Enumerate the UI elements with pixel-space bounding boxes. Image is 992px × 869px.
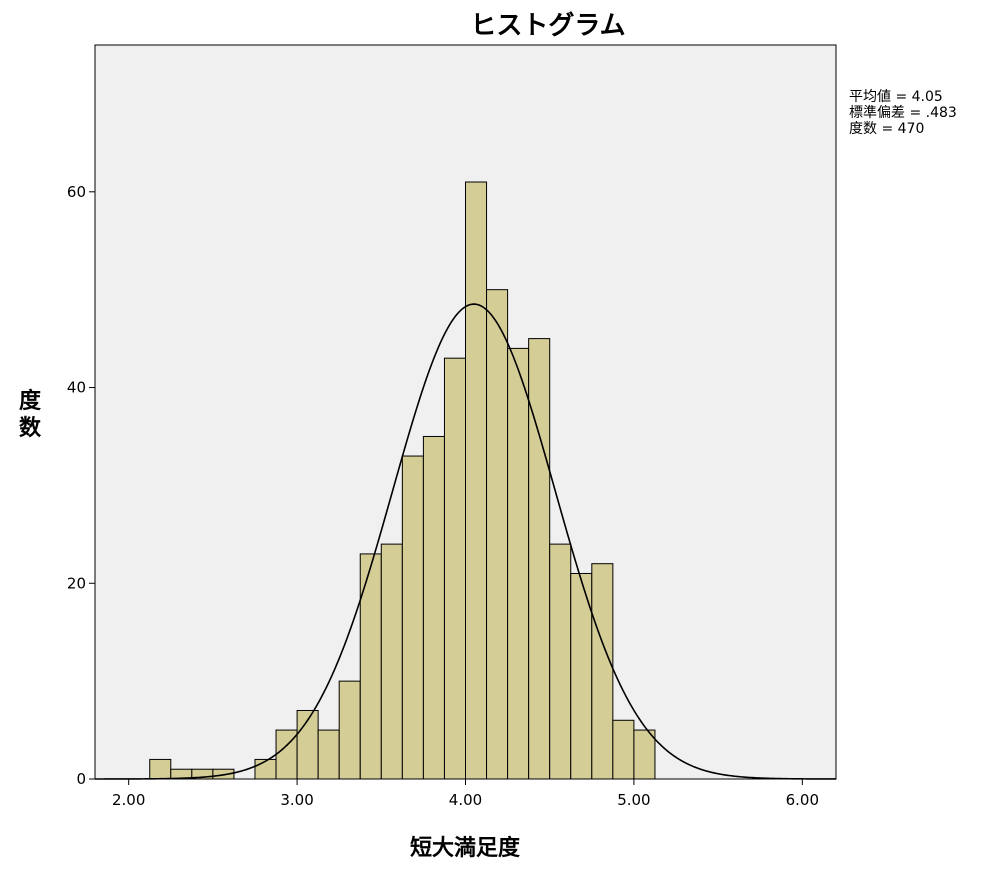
histogram-bar	[422, 435, 445, 780]
histogram-bar	[633, 729, 656, 780]
histogram-bar	[486, 289, 509, 780]
histogram-bar	[612, 719, 635, 780]
x-tick-label: 6.00	[786, 791, 819, 809]
histogram-bar	[591, 563, 614, 780]
stat-line: 度数 = 470	[849, 121, 924, 137]
y-axis-title: 度数	[19, 388, 42, 441]
y-tick-label: 0	[76, 770, 86, 788]
histogram-bar	[338, 680, 361, 780]
histogram-bar	[465, 181, 488, 780]
stat-line: 平均値 = 4.05	[849, 89, 943, 105]
histogram-bar	[149, 758, 172, 780]
x-axis-title: 短大満足度	[410, 835, 521, 861]
x-tick-label: 5.00	[617, 791, 650, 809]
y-axis-ticks: 0 20 40 60	[67, 183, 95, 788]
bars-group	[149, 181, 656, 780]
histogram-bar	[401, 455, 424, 780]
y-tick-label: 40	[67, 379, 86, 397]
histogram-bar	[528, 338, 551, 780]
y-tick-label: 20	[67, 574, 86, 592]
y-tick-label: 60	[67, 183, 86, 201]
histogram-bar	[317, 729, 340, 780]
stat-line: 標準偏差 = .483	[849, 105, 957, 121]
histogram-bar	[380, 543, 403, 780]
x-axis-ticks: 2.00 3.00 4.00 5.00 6.00	[112, 779, 819, 809]
chart-title: ヒストグラム	[470, 11, 625, 41]
x-tick-label: 2.00	[112, 791, 145, 809]
histogram-bar	[549, 543, 572, 780]
histogram-bar	[507, 347, 530, 780]
x-tick-label: 4.00	[449, 791, 482, 809]
histogram-bar	[443, 357, 466, 780]
normal-curve	[95, 303, 837, 780]
histogram-bar	[254, 758, 277, 780]
x-tick-label: 3.00	[280, 791, 313, 809]
